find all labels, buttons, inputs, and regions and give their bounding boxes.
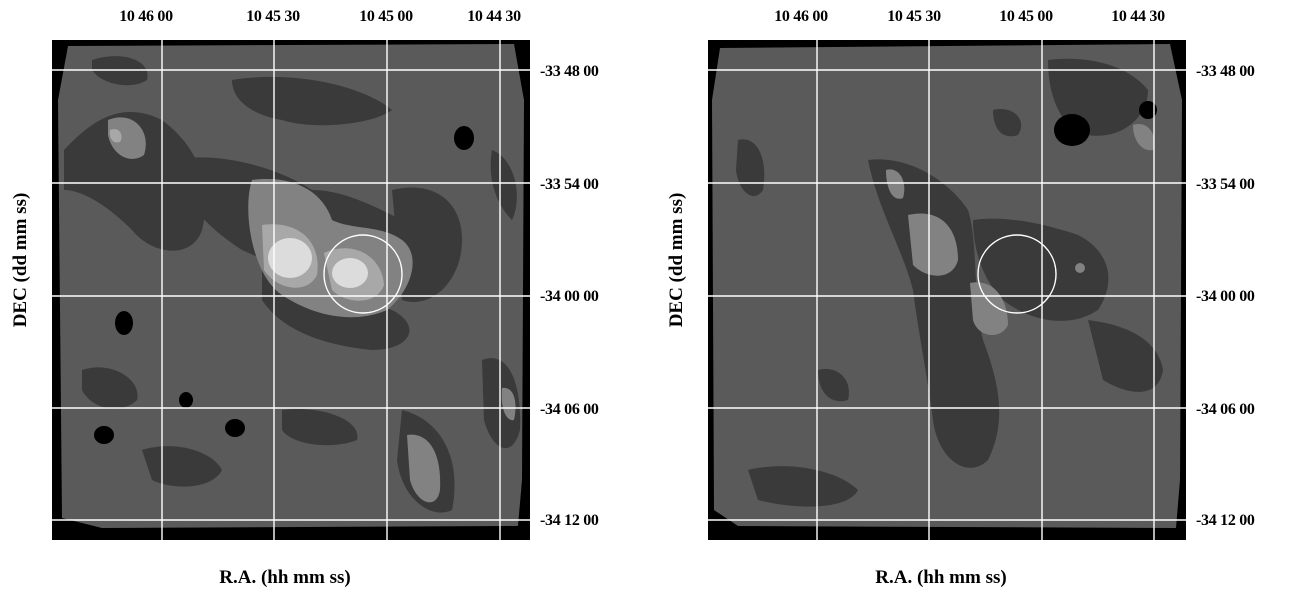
ra-tick-label: 10 46 00 (774, 8, 828, 25)
dec-tick-label: -34 12 00 (540, 512, 599, 529)
x-axis-label: R.A. (hh mm ss) (219, 567, 351, 588)
ra-tick-label: 10 45 30 (887, 8, 941, 25)
y-axis-label: DEC (dd mm ss) (10, 192, 31, 328)
dec-tick-label: -34 00 00 (540, 288, 599, 305)
dec-tick-label: -33 48 00 (1196, 63, 1255, 80)
y-axis-label: DEC (dd mm ss) (666, 192, 687, 328)
ra-tick-label: 10 46 00 (119, 8, 173, 25)
sky-map-image (52, 40, 530, 540)
sky-map-image (708, 40, 1186, 540)
dec-tick-label: -33 48 00 (540, 63, 599, 80)
ra-tick-label: 10 45 30 (246, 8, 300, 25)
dec-tick-label: -34 06 00 (540, 401, 599, 418)
right-panel: 10 46 00 10 45 30 10 45 00 10 44 30 (656, 0, 1256, 593)
dec-tick-label: -34 12 00 (1196, 512, 1255, 529)
dec-tick-label: -34 06 00 (1196, 401, 1255, 418)
dec-tick-label: -33 54 00 (540, 176, 599, 193)
ra-tick-label: 10 45 00 (359, 8, 413, 25)
left-panel: 10 46 00 10 45 30 10 45 00 10 44 30 (0, 0, 600, 593)
x-axis-label: R.A. (hh mm ss) (875, 567, 1007, 588)
dec-tick-label: -33 54 00 (1196, 176, 1255, 193)
ra-tick-label: 10 44 30 (467, 8, 521, 25)
dec-tick-label: -34 00 00 (1196, 288, 1255, 305)
ra-tick-label: 10 44 30 (1111, 8, 1165, 25)
ra-tick-label: 10 45 00 (999, 8, 1053, 25)
